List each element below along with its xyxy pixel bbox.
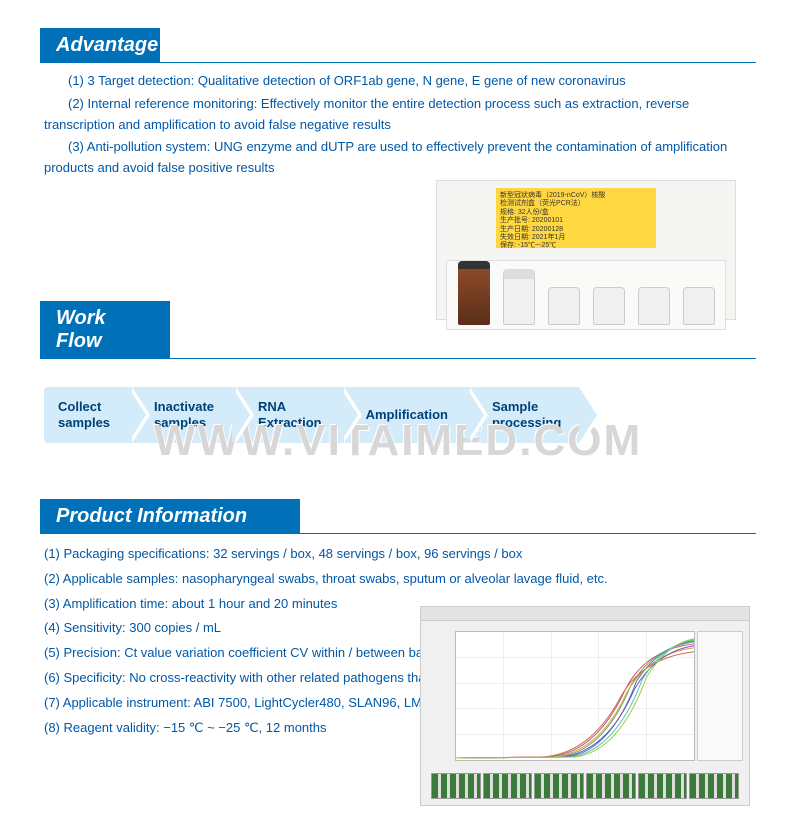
vial-icon <box>593 287 625 325</box>
advantage-item: (3) Anti-pollution system: UNG enzyme an… <box>44 137 752 179</box>
vial-icon <box>458 261 490 325</box>
chart-footer <box>431 773 739 799</box>
advantage-item: (1) 3 Target detection: Qualitative dete… <box>44 71 752 92</box>
advantage-item: (2) Internal reference monitoring: Effec… <box>44 94 752 136</box>
workflow-header: Work Flow <box>40 301 170 359</box>
workflow-step: Collect samples <box>44 387 128 443</box>
vial-icon <box>683 287 715 325</box>
product-box-image: 新型冠状病毒（2019-nCoV）核酸 检测试剂盒（荧光PCR法） 规格: 32… <box>436 180 736 350</box>
advantage-body: (1) 3 Target detection: Qualitative dete… <box>44 71 752 179</box>
vial-icon <box>638 287 670 325</box>
product-info-item: (2) Applicable samples: nasopharyngeal s… <box>44 569 752 590</box>
product-label: 新型冠状病毒（2019-nCoV）核酸 检测试剂盒（荧光PCR法） 规格: 32… <box>496 188 656 248</box>
advantage-header: Advantage <box>40 28 160 63</box>
product-info-header: Product Information <box>40 499 300 534</box>
amplification-chart <box>420 606 750 806</box>
vial-icon <box>503 269 535 325</box>
vial-icon <box>548 287 580 325</box>
product-info-item: (1) Packaging specifications: 32 serving… <box>44 544 752 565</box>
chart-curves-icon <box>456 632 694 760</box>
chart-sidebar <box>697 631 743 761</box>
workflow-steps: Collect samples Inactivate samples RNA E… <box>44 387 752 443</box>
